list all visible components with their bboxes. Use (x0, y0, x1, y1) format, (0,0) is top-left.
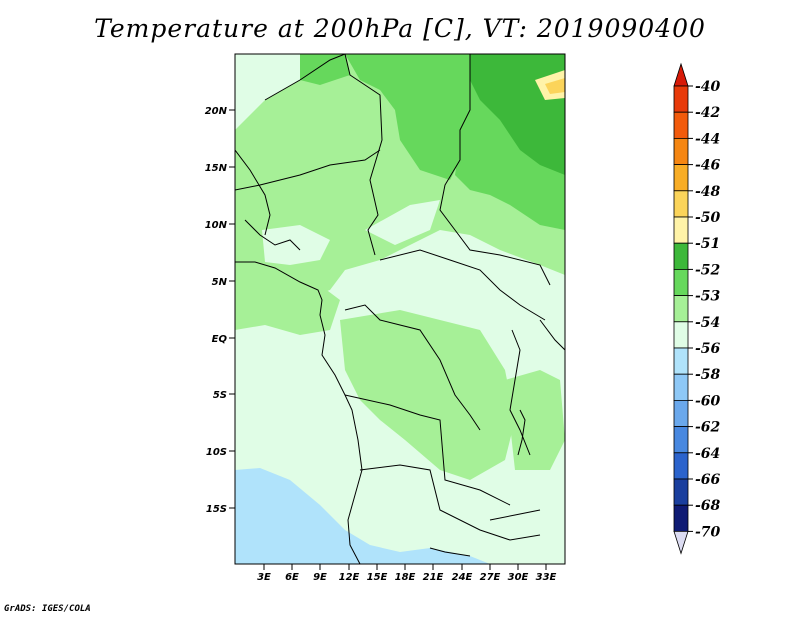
field-58-southwest (235, 468, 490, 564)
field-50-corner (545, 78, 565, 94)
lon-label: 9E (313, 572, 327, 583)
lon-label: 12E (339, 572, 360, 583)
colorbar-label: -60 (695, 393, 721, 409)
lat-label: 15N (205, 163, 228, 174)
coastline (235, 261, 363, 564)
field-54-east (505, 370, 565, 470)
lake (517, 409, 526, 456)
border-11 (539, 319, 565, 351)
colorbar-label: -50 (695, 210, 721, 226)
chart-title: Temperature at 200hPa [C], VT: 201909040… (94, 14, 706, 43)
colorbar-swatch (673, 242, 689, 270)
colorbar-bottom-triangle (673, 531, 689, 555)
border-8 (344, 394, 511, 506)
colorbar-swatch (673, 164, 689, 192)
border-4 (264, 79, 301, 101)
lon-label: 24E (452, 572, 473, 583)
colorbar-swatch (673, 111, 689, 139)
lat-axis: 20N 15N 10N 5N EQ 5S 10S 15S (205, 106, 235, 515)
lat-label: 10S (206, 447, 227, 458)
border-5 (235, 149, 381, 191)
colorbar-label: -48 (695, 184, 721, 200)
lon-label: 18E (395, 572, 416, 583)
colorbar-swatch (673, 216, 689, 244)
colorbar-label: -46 (695, 158, 721, 174)
colorbar-swatch (673, 190, 689, 218)
colorbar-label: -66 (695, 472, 721, 488)
colorbar-label: -62 (695, 420, 721, 436)
credit-text: GrADS: IGES/COLA (4, 604, 91, 614)
border-14 (489, 509, 541, 521)
borders (235, 54, 565, 564)
lon-label: 30E (508, 572, 529, 583)
colorbar-label: -56 (695, 341, 721, 357)
colorbar-swatch (673, 321, 689, 349)
border-6 (379, 249, 546, 321)
map-frame (234, 53, 566, 565)
colorbar-label: -53 (695, 289, 721, 305)
lat-label: EQ (212, 334, 228, 345)
colorbar-label: -42 (695, 105, 721, 121)
lat-label: 5N (212, 277, 228, 288)
field-54-west (235, 270, 340, 335)
colorbar-swatch (673, 478, 689, 506)
colorbar-swatch (673, 137, 689, 165)
lon-label: 21E (423, 572, 444, 583)
colorbar-swatch (673, 426, 689, 454)
field-56-west-patch (235, 54, 300, 130)
border-12 (244, 219, 301, 251)
border-13 (235, 149, 271, 236)
colorbar-top-triangle (673, 62, 689, 87)
colorbar-label: -51 (695, 236, 720, 252)
colorbar-label: -70 (695, 524, 721, 540)
border-9 (359, 464, 541, 541)
lon-label: 27E (480, 572, 501, 583)
border-10 (509, 329, 531, 456)
lon-label: 33E (536, 572, 557, 583)
lon-label: 3E (257, 572, 271, 583)
lon-label: 6E (285, 572, 299, 583)
colorbar-label: -58 (695, 367, 721, 383)
field-56-patch-2 (262, 225, 330, 265)
lat-label: 20N (205, 106, 228, 117)
colorbar-label: -54 (695, 315, 720, 331)
colorbar-label: -40 (695, 79, 721, 95)
lon-axis: 3E 6E 9E 12E 15E 18E 21E 24E 27E 30E 33E (257, 564, 557, 583)
colorbar-swatch (673, 452, 689, 480)
lon-label: 15E (367, 572, 388, 583)
lat-label: 15S (206, 504, 227, 515)
border-7 (344, 304, 481, 431)
colorbar-swatch (673, 85, 689, 113)
field-56-patch-3 (365, 200, 440, 245)
colorbar-swatch (673, 373, 689, 401)
map-field (235, 54, 565, 564)
colorbar-label: -64 (695, 446, 720, 462)
colorbar-swatch (673, 295, 689, 323)
border-1 (344, 54, 383, 256)
colorbar-label: -52 (695, 262, 721, 278)
lat-label: 5S (213, 390, 227, 401)
field-53-north (345, 54, 475, 180)
colorbar-swatch (673, 399, 689, 427)
colorbar-label: -68 (695, 498, 721, 514)
colorbar: -40 -42 -44 -46 -48 -50 -51 -52 -53 -54 -56 -58 -60 -… (673, 62, 721, 555)
colorbar-label: -44 (695, 131, 720, 147)
border-15 (429, 547, 471, 557)
field-53-northwest (300, 54, 350, 85)
border-3 (299, 54, 346, 81)
colorbar-swatch (673, 504, 689, 532)
lat-label: 10N (205, 220, 228, 231)
border-2 (439, 54, 551, 286)
field-54-central (340, 310, 515, 480)
colorbar-swatch (673, 347, 689, 375)
colorbar-swatch (673, 268, 689, 296)
